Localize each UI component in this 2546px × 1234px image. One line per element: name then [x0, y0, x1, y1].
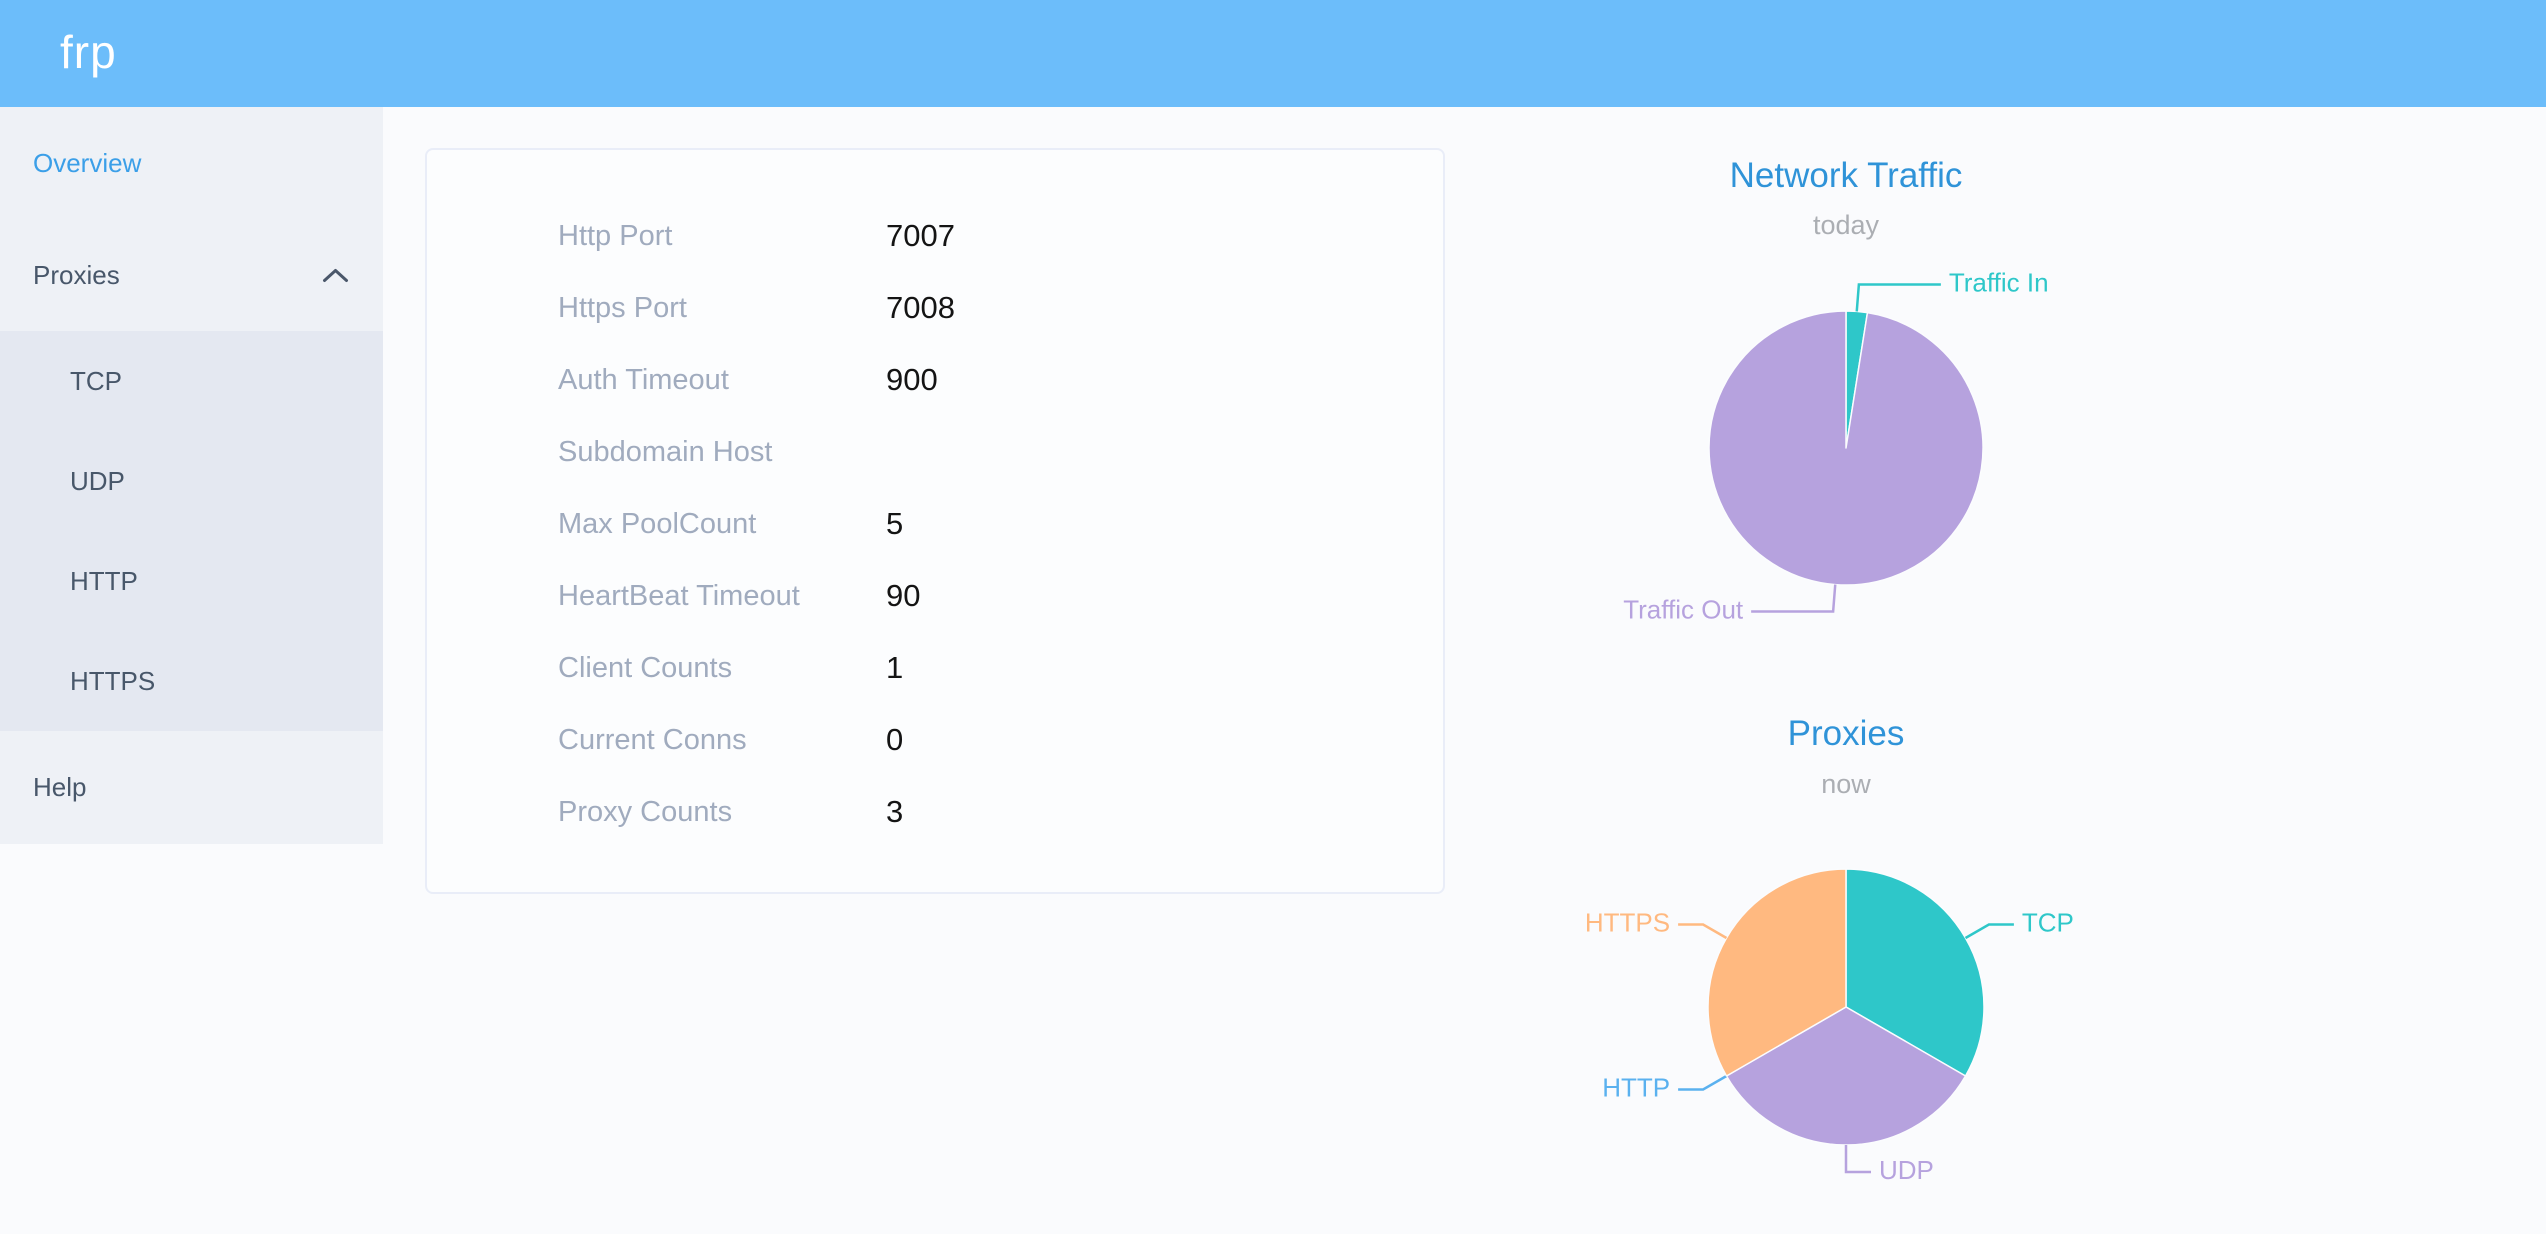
- proxies-submenu: TCP UDP HTTP HTTPS: [0, 331, 383, 731]
- info-value: 3: [886, 794, 904, 829]
- info-row: Https Port 7008: [427, 272, 1443, 344]
- pie-label-line: [1855, 283, 1941, 312]
- sidebar-item-https[interactable]: HTTPS: [70, 666, 156, 696]
- pie-slice-label: HTTPS: [1585, 907, 1670, 937]
- info-row: HeartBeat Timeout 90: [427, 560, 1443, 632]
- info-value: 7008: [886, 290, 955, 325]
- pie-label-line: [1678, 1074, 1728, 1091]
- pie-label-line: [1964, 923, 2014, 940]
- sidebar-item-help[interactable]: Help: [0, 731, 383, 843]
- info-value: 5: [886, 506, 904, 541]
- app-header: frp: [0, 0, 2546, 107]
- sidebar-item-label: Overview: [33, 148, 142, 178]
- info-value: 7007: [886, 218, 955, 253]
- app-logo: frp: [60, 26, 117, 78]
- pie-slice-label: UDP: [1879, 1155, 1934, 1185]
- sidebar-item-label: Proxies: [33, 260, 120, 290]
- pie-slice-label: Traffic Out: [1623, 594, 1744, 624]
- info-row: Proxy Counts 3: [427, 776, 1443, 848]
- sidebar-item-http[interactable]: HTTP: [70, 566, 138, 596]
- chart-title-proxies: Proxies: [1787, 714, 1905, 753]
- pie-slice-traffic-out[interactable]: [1708, 310, 1984, 586]
- info-label: Subdomain Host: [558, 435, 773, 468]
- pie-slice-label: Traffic In: [1949, 267, 2049, 297]
- chart-title-network-traffic: Network Traffic: [1729, 156, 1963, 195]
- info-label: Client Counts: [558, 651, 733, 684]
- info-value: 90: [886, 578, 921, 613]
- info-value: 1: [886, 650, 904, 685]
- info-label: HeartBeat Timeout: [558, 579, 800, 612]
- pie-label-line: [1678, 923, 1728, 940]
- pie-label-line: [1751, 584, 1837, 613]
- info-label: Max PoolCount: [558, 507, 757, 540]
- info-row: Current Conns 0: [427, 704, 1443, 776]
- sidebar-item-udp[interactable]: UDP: [70, 466, 125, 496]
- sidebar-item-overview[interactable]: Overview: [0, 107, 383, 219]
- info-row: Auth Timeout 900: [427, 344, 1443, 416]
- sidebar: Overview Proxies TCP UDP HTTP HTTPS Help: [0, 107, 383, 844]
- network-traffic-pie-chart: Traffic In Traffic Out: [1623, 267, 2049, 624]
- proxies-pie-chart: TCP UDP HTTP HTTPS: [1585, 868, 2074, 1185]
- info-row: Http Port 7007: [427, 200, 1443, 272]
- info-label: Proxy Counts: [558, 795, 733, 828]
- info-value: 900: [886, 362, 938, 397]
- pie-slice-label: TCP: [2022, 907, 2074, 937]
- chevron-up-icon: [323, 269, 348, 282]
- info-row: Client Counts 1: [427, 632, 1443, 704]
- chart-subtitle-network-traffic: today: [1812, 210, 1880, 240]
- info-value: 0: [886, 722, 904, 757]
- pie-slice-label: HTTP: [1602, 1072, 1670, 1102]
- info-label: Http Port: [558, 219, 673, 252]
- sidebar-item-tcp[interactable]: TCP: [70, 366, 122, 396]
- info-row: Subdomain Host: [427, 416, 1443, 488]
- sidebar-item-proxies[interactable]: Proxies: [0, 219, 383, 331]
- info-label: Auth Timeout: [558, 363, 729, 396]
- pie-label-line: [1844, 1145, 1871, 1174]
- info-row: Max PoolCount 5: [427, 488, 1443, 560]
- info-label: Https Port: [558, 291, 687, 324]
- info-label: Current Conns: [558, 723, 747, 756]
- server-info-card: Http Port 7007 Https Port 7008 Auth Time…: [425, 148, 1445, 894]
- sidebar-item-label: Help: [33, 772, 87, 802]
- chart-subtitle-proxies: now: [1821, 769, 1871, 799]
